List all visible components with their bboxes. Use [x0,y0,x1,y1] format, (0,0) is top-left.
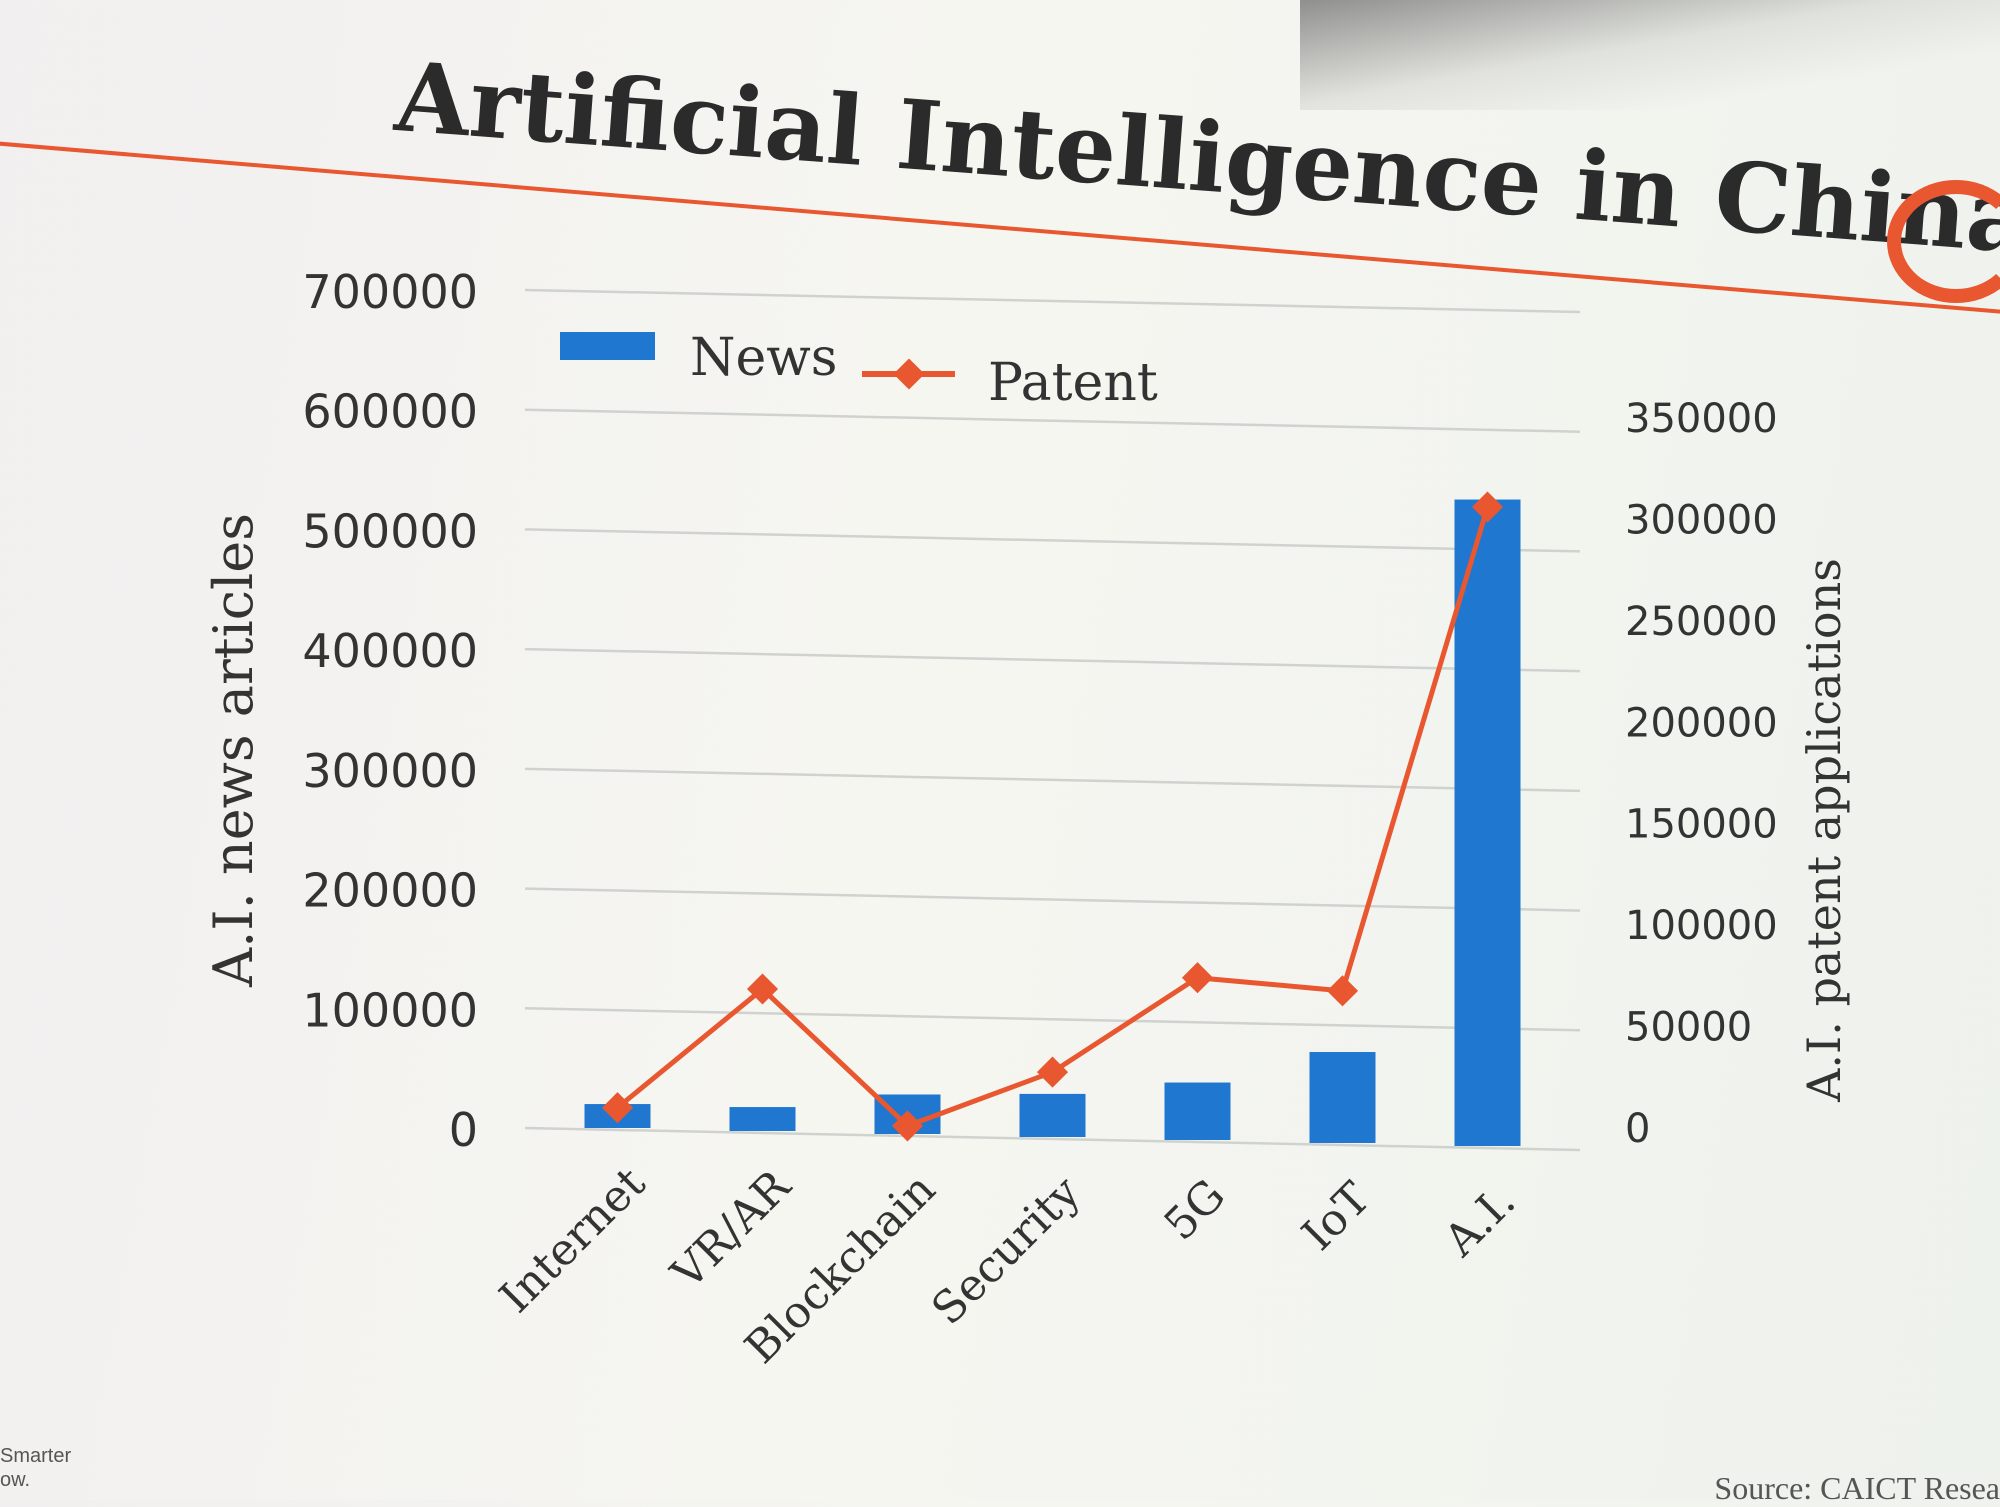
left-tick-label: 200000 [302,864,478,918]
gridline [524,288,1581,314]
left-axis-ticks: 700000 600000 500000 400000 300000 200000 1000… [302,265,478,1157]
news-bar [1454,499,1521,1146]
right-tick-label: 100000 [1625,903,1778,949]
news-bar [1309,1052,1376,1143]
news-bar [1019,1093,1086,1137]
gridline [524,408,1581,433]
gridline [524,1007,1581,1032]
legend-news-label: News [690,328,837,388]
patent-line [601,491,1504,1142]
news-bar [729,1107,796,1131]
right-tick-label: 150000 [1625,802,1778,848]
patent-marker [1036,1056,1069,1088]
x-tick-label: 5G [1155,1170,1236,1251]
left-tick-label: 500000 [302,504,478,558]
gridline [524,528,1581,553]
footer-branding-line2: ow. [0,1469,31,1491]
patent-marker [1181,962,1214,994]
legend-patent-marker [893,358,925,390]
left-tick-label: 400000 [302,624,478,678]
right-tick-label: 350000 [1625,396,1778,442]
source-note: Source: CAICT Resea [1714,1470,2000,1506]
right-axis-ticks: 350000 300000 250000 200000 150000 100000 5000… [1625,396,1778,1152]
patent-polyline [615,506,1490,1129]
x-tick-label: Internet [490,1157,655,1322]
gridline [524,647,1581,673]
legend-patent-label: Patent [988,353,1158,413]
news-bar [1164,1082,1231,1140]
x-tick-label: IoT [1292,1173,1380,1261]
x-tick-label: Security [922,1167,1090,1335]
y-axis-label: A.I. news articles [202,513,265,988]
gridline [524,767,1581,793]
projector-shadow [1300,0,2000,110]
right-tick-label: 250000 [1625,599,1778,645]
legend: News Patent [560,328,1158,413]
patent-marker [1326,975,1359,1007]
footer-branding-line1: Smarter [0,1445,72,1467]
left-tick-label: 0 [449,1103,478,1157]
right-tick-label: 200000 [1625,700,1778,746]
left-tick-label: 700000 [302,265,478,319]
gridline [524,1126,1581,1152]
gridline [524,887,1581,912]
y2-axis-label: A.I. patent applications [1797,558,1851,1103]
footer-branding: Smarter ow. [0,1444,71,1492]
news-bars [584,499,1521,1146]
right-tick-label: 0 [1625,1106,1650,1152]
right-tick-label: 50000 [1625,1005,1752,1051]
x-tick-label: VR/AR [661,1159,801,1299]
right-tick-label: 300000 [1625,497,1778,543]
x-tick-label: A.I. [1434,1176,1525,1267]
left-tick-label: 600000 [302,385,478,439]
left-tick-label: 300000 [302,744,478,798]
legend-news-swatch [560,332,655,360]
left-tick-label: 100000 [302,983,478,1037]
